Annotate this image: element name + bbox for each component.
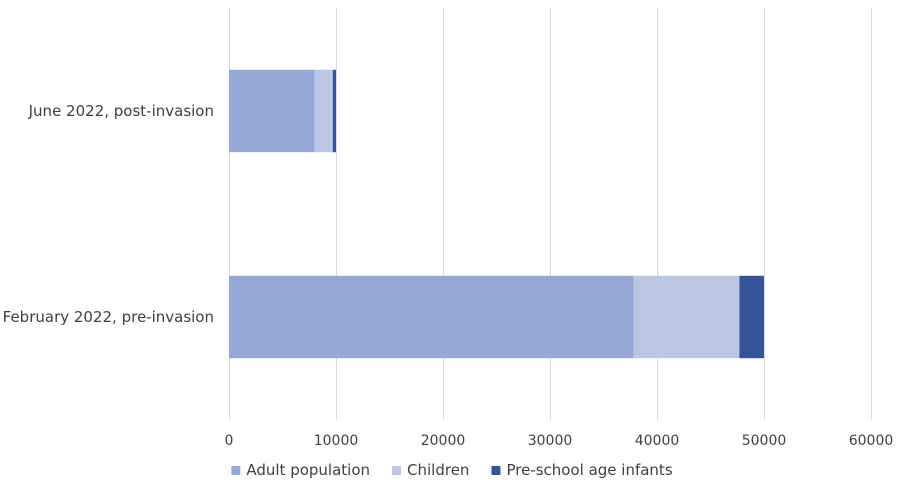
bar-0-series-0 [229, 69, 315, 153]
bar-1-series-0 [229, 275, 634, 359]
legend: Adult population Children Pre-school age i… [231, 461, 673, 479]
x-tick-label-4: 40000 [635, 433, 680, 449]
x-tick-label-5: 50000 [742, 433, 787, 449]
y-axis-category-labels: June 2022, post-invasion February 2022, p… [3, 102, 214, 326]
legend-item-1: Children [392, 461, 469, 479]
category-label-1: February 2022, pre-invasion [3, 308, 214, 326]
legend-label-2: Pre-school age infants [506, 461, 672, 479]
bar-0-series-2 [332, 69, 336, 153]
x-axis-tick-labels: 0 10000 20000 30000 40000 50000 60000 [225, 433, 894, 449]
category-label-0: June 2022, post-invasion [28, 102, 214, 120]
legend-swatch-1 [392, 466, 402, 475]
x-tick-label-6: 60000 [849, 433, 894, 449]
bar-0-series-1 [314, 69, 333, 153]
x-tick-label-2: 20000 [421, 433, 466, 449]
x-tick-label-1: 10000 [314, 433, 359, 449]
legend-item-2: Pre-school age infants [491, 461, 673, 479]
gridlines [229, 8, 872, 420]
legend-swatch-2 [491, 466, 501, 475]
bar-1-series-1 [633, 275, 740, 359]
x-tick-label-3: 30000 [528, 433, 573, 449]
legend-swatch-0 [231, 466, 241, 475]
bars [229, 69, 764, 359]
bar-1-series-2 [739, 275, 764, 359]
x-tick-label-0: 0 [225, 433, 234, 449]
legend-label-1: Children [407, 461, 469, 479]
legend-item-0: Adult population [231, 461, 370, 479]
legend-label-0: Adult population [246, 461, 370, 479]
